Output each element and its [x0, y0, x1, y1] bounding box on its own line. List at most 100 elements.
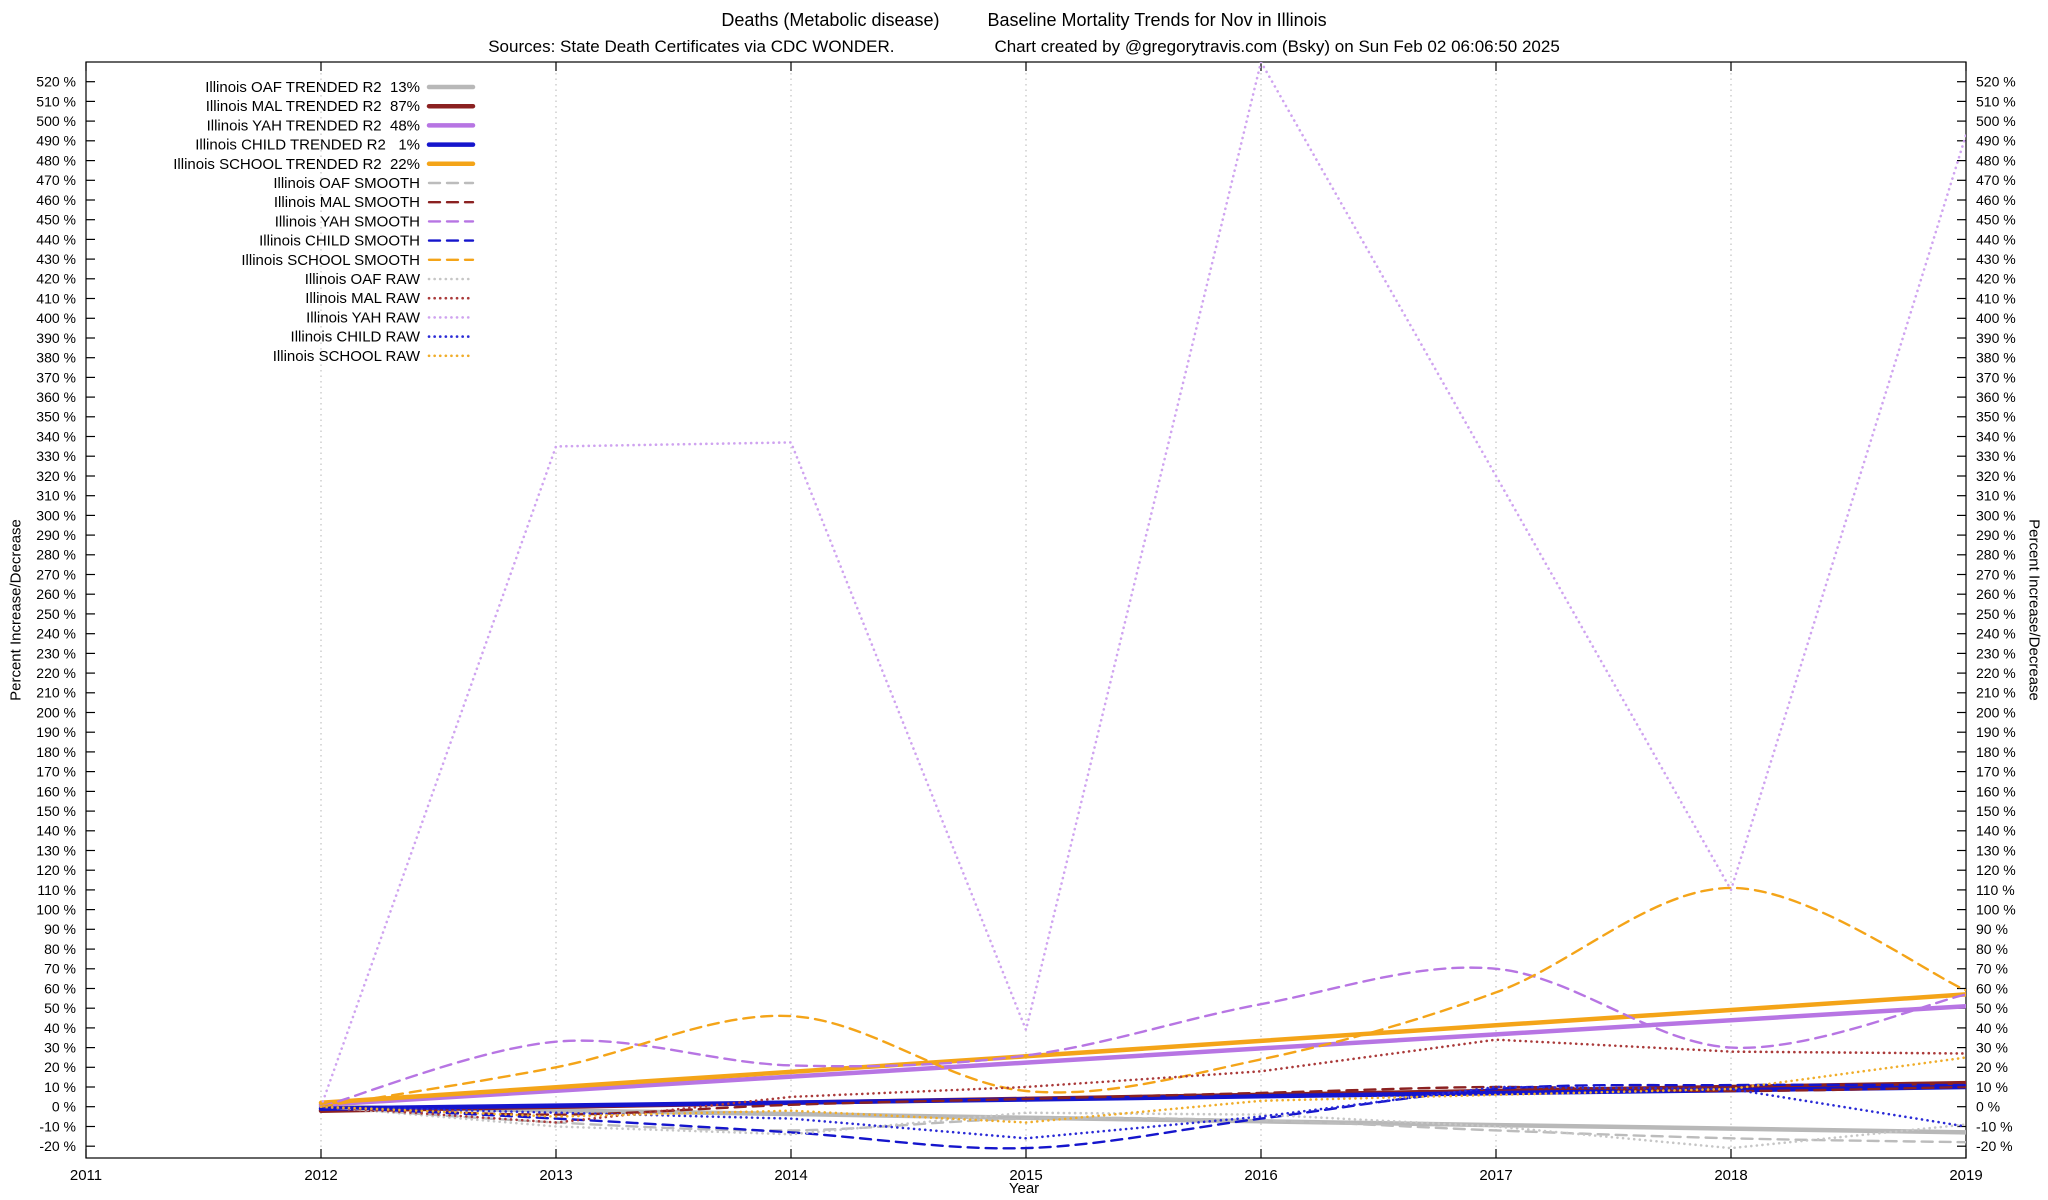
tick-label: 2017 [1479, 1167, 1512, 1184]
tick-label: 350 % [1976, 409, 2016, 425]
tick-label: 290 % [1976, 527, 2016, 543]
tick-label: 240 % [1976, 626, 2016, 642]
legend-label: Illinois OAF SMOOTH [273, 175, 420, 192]
tick-label: 110 % [37, 882, 76, 898]
tick-label: 80 % [44, 941, 76, 957]
tick-label: 110 % [1976, 882, 2015, 898]
series-lines [318, 62, 1966, 1150]
legend-item: Illinois SCHOOL TRENDED R2 22% [173, 156, 476, 173]
tick-label: 140 % [36, 823, 76, 839]
tick-label: 10 % [1976, 1079, 2008, 1095]
series-line-7 [319, 966, 1966, 1108]
tick-label: 260 % [1976, 586, 2016, 602]
tick-label: 400 % [36, 310, 76, 326]
tick-label: 210 % [36, 685, 76, 701]
legend-item: Illinois CHILD SMOOTH [259, 233, 475, 250]
tick-label: 130 % [36, 842, 76, 858]
legend-label: Illinois SCHOOL SMOOTH [241, 252, 420, 269]
series-line-0 [318, 1104, 1966, 1135]
tick-label: 80 % [1976, 941, 2008, 957]
legend-item: Illinois SCHOOL SMOOTH [241, 252, 475, 269]
legend: Illinois OAF TRENDED R2 13% Illinois MAL … [173, 79, 476, 365]
tick-label: 370 % [36, 369, 76, 385]
tick-label: 460 % [1976, 192, 2016, 208]
legend-label: Illinois SCHOOL TRENDED R2 22% [173, 156, 420, 173]
plot-border [85, 61, 1967, 1159]
tick-label: 480 % [1976, 153, 2016, 169]
tick-label: 280 % [1976, 547, 2016, 563]
legend-label: Illinois MAL RAW [305, 290, 421, 307]
tick-label: 410 % [36, 290, 76, 306]
legend-item: Illinois YAH RAW [306, 309, 475, 326]
tick-label: 220 % [1976, 665, 2016, 681]
tick-label: 90 % [44, 921, 76, 937]
tick-label: 100 % [36, 902, 76, 918]
tick-label: 270 % [1976, 566, 2016, 582]
tick-label: 220 % [36, 665, 76, 681]
tick-label: 520 % [36, 74, 76, 90]
legend-label: Illinois OAF RAW [305, 271, 421, 288]
tick-label: 300 % [1976, 507, 2016, 523]
legend-label: Illinois YAH RAW [306, 309, 421, 326]
tick-label: 70 % [44, 961, 76, 977]
legend-label: Illinois YAH TRENDED R2 48% [207, 117, 420, 134]
tick-label: 340 % [1976, 428, 2016, 444]
tick-label: 200 % [36, 704, 76, 720]
tick-label: 410 % [1976, 290, 2016, 306]
tick-label: 320 % [36, 468, 76, 484]
tick-label: 100 % [1976, 902, 2016, 918]
series-line-10 [319, 1105, 1966, 1150]
tick-label: -20 % [1976, 1138, 2013, 1154]
tick-label: 170 % [1976, 764, 2016, 780]
tick-label: 200 % [1976, 704, 2016, 720]
tick-label: 120 % [1976, 862, 2016, 878]
tick-label: 310 % [1976, 488, 2016, 504]
tick-label: -10 % [39, 1118, 76, 1134]
legend-item: Illinois OAF RAW [305, 271, 475, 288]
tick-label: 430 % [1976, 251, 2016, 267]
tick-label: 90 % [1976, 921, 2008, 937]
tick-label: 120 % [36, 862, 76, 878]
y-tick-labels-left: -20 % -10 % 0 % 10 % 20 % 30 % 40 % 50 % 60 % 70 … [36, 74, 76, 1154]
tick-label: 330 % [36, 448, 76, 464]
series-line-13 [319, 1085, 1966, 1140]
series-line-9 [319, 886, 1966, 1108]
tick-label: 130 % [1976, 842, 2016, 858]
tick-label: 210 % [1976, 685, 2016, 701]
series-line-11 [319, 1038, 1966, 1124]
tick-label: 520 % [1976, 74, 2016, 90]
tick-label: 470 % [36, 172, 76, 188]
tick-label: 250 % [36, 606, 76, 622]
tick-label: 160 % [1976, 783, 2016, 799]
legend-label: Illinois OAF TRENDED R2 13% [205, 79, 420, 96]
tick-label: 190 % [36, 724, 76, 740]
tick-label: 430 % [36, 251, 76, 267]
tick-label: -10 % [1976, 1118, 2013, 1134]
tick-label: 420 % [36, 271, 76, 287]
tick-label: 230 % [36, 645, 76, 661]
legend-item: Illinois OAF TRENDED R2 13% [205, 79, 476, 96]
series-line-2 [318, 1003, 1966, 1108]
tick-label: 0 % [52, 1099, 76, 1115]
chart-title: Deaths (Metabolic disease) [721, 10, 940, 30]
tick-label: 40 % [1976, 1020, 2008, 1036]
legend-label: Illinois MAL TRENDED R2 87% [206, 98, 420, 115]
tick-label: 300 % [36, 507, 76, 523]
tick-label: 510 % [1976, 93, 2016, 109]
legend-item: Illinois MAL TRENDED R2 87% [206, 98, 476, 115]
tick-label: 2016 [1244, 1167, 1277, 1184]
tick-label: 390 % [1976, 330, 2016, 346]
series-line-8 [319, 1083, 1966, 1150]
tick-label: 510 % [36, 93, 76, 109]
tick-label: 2015 [1009, 1167, 1042, 1184]
tick-label: 270 % [36, 566, 76, 582]
legend-item: Illinois CHILD RAW [291, 329, 475, 346]
y-tick-labels-right: -20 % -10 % 0 % 10 % 20 % 30 % 40 % 50 % 60 % 70 … [1976, 74, 2016, 1154]
tick-label: 280 % [36, 547, 76, 563]
legend-label: Illinois YAH SMOOTH [275, 213, 420, 230]
chart-subtitle: Baseline Mortality Trends for Nov in Ill… [987, 10, 1327, 30]
tick-label: 180 % [36, 744, 76, 760]
tick-label: 50 % [44, 1000, 76, 1016]
tick-label: 170 % [36, 764, 76, 780]
tick-label: 390 % [36, 330, 76, 346]
